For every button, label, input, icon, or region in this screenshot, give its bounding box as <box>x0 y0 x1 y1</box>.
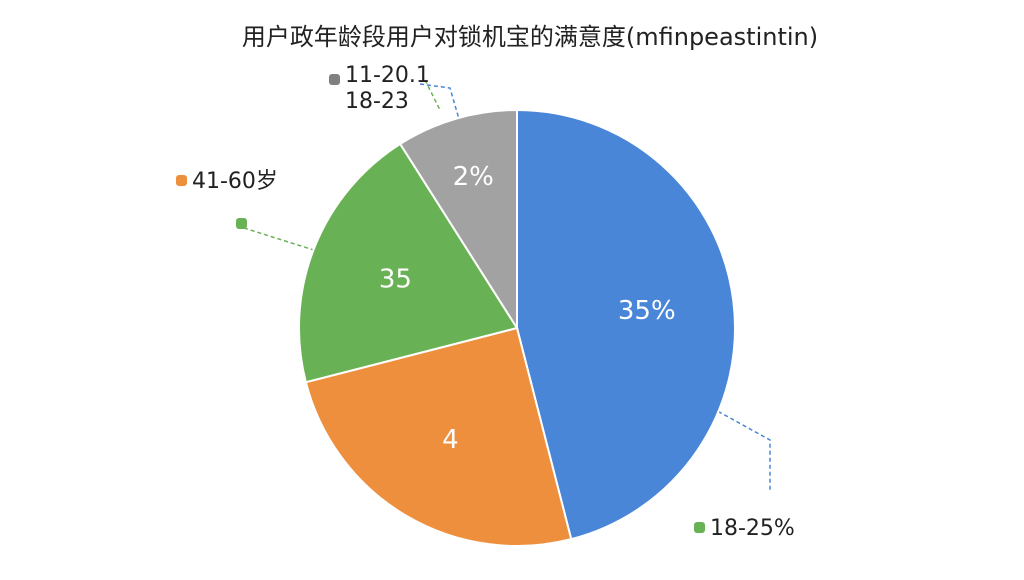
callout-label: 18-25% <box>710 516 795 541</box>
pie-slice <box>298 142 519 384</box>
leader-line <box>424 79 441 111</box>
pie-slice <box>304 326 573 547</box>
leader-line <box>711 407 771 490</box>
slice-label: 35 <box>379 264 412 294</box>
callout-marker <box>694 522 705 533</box>
callout-label: 41-60岁 <box>192 169 278 194</box>
slice-label: 2% <box>453 162 494 192</box>
callout-marker <box>329 74 340 85</box>
slice-label: 4 <box>442 425 459 455</box>
callout-marker <box>176 175 187 186</box>
callout-label: 18-23 <box>345 89 409 114</box>
callout-label: 11-20.1 <box>345 63 430 88</box>
chart-title: 用户政年龄段用户对锁机宝的满意度(mfinpeastintin) <box>242 23 818 51</box>
callout-marker <box>236 218 247 229</box>
slice-label: 35% <box>618 296 676 326</box>
pie: 35% 4 35 2% <box>298 108 736 547</box>
pie-slice <box>516 108 736 541</box>
leader-line <box>243 227 321 253</box>
pie-slice <box>398 108 518 332</box>
